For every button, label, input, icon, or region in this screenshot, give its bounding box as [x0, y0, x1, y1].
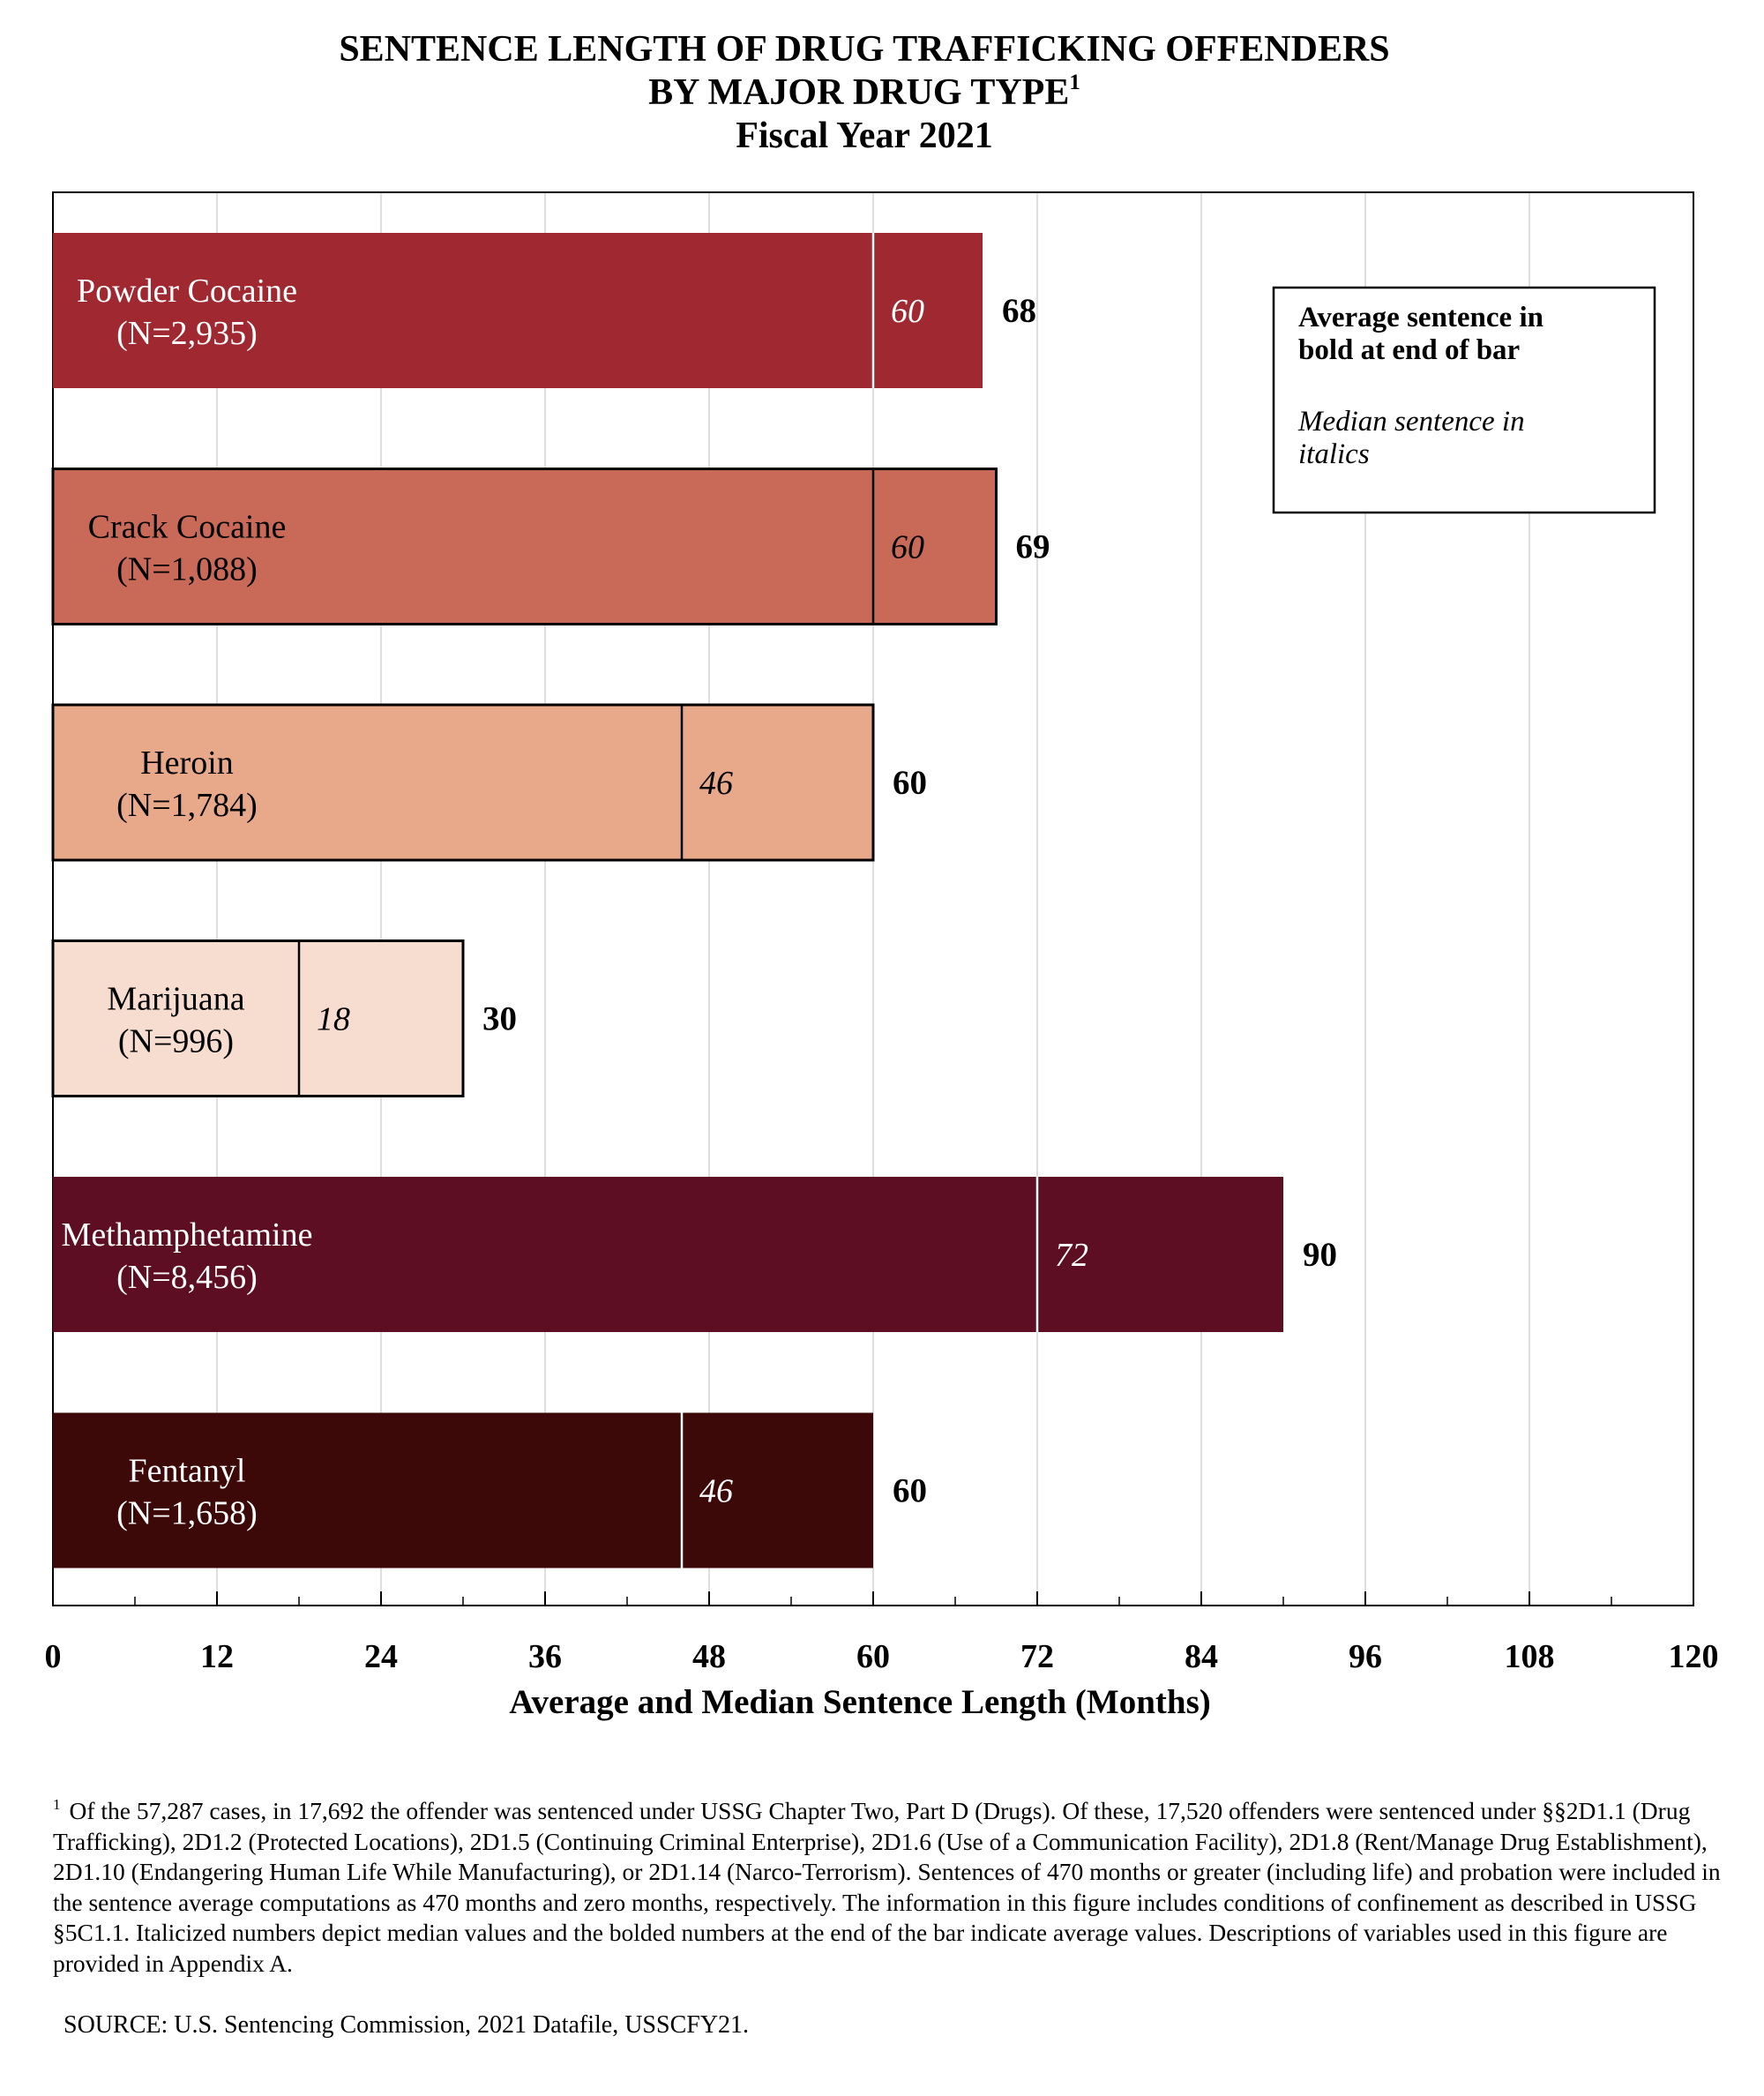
x-axis-title: Average and Median Sentence Length (Mont…: [509, 1683, 1210, 1721]
legend-average-line-2: bold at end of bar: [1298, 334, 1520, 366]
bars: Powder Cocaine (N=2,935) 60 68 Crack Cocaine…: [51, 233, 1337, 1568]
bar-count-label: (N=1,658): [116, 1495, 258, 1532]
bar-count-label: (N=996): [118, 1023, 234, 1060]
title-line-2-text: BY MAJOR DRUG TYPE: [648, 72, 1070, 113]
x-tick-label: 48: [692, 1638, 726, 1675]
average-value-label: 68: [1002, 292, 1036, 330]
x-tick-label: 120: [1669, 1638, 1719, 1675]
bar-group: Crack Cocaine (N=1,088) 60 69: [51, 468, 1050, 625]
x-tick-label: 0: [45, 1638, 62, 1675]
bar: [51, 703, 875, 862]
bar-category-label: Powder Cocaine: [77, 273, 297, 310]
bar-count-label: (N=8,456): [116, 1259, 258, 1296]
x-tick-label: 84: [1185, 1638, 1218, 1675]
bar-group: Methamphetamine (N=8,456) 72 90: [53, 1177, 1337, 1332]
bar-count-label: (N=2,935): [116, 315, 258, 352]
bar: [51, 468, 998, 625]
bar-group: Heroin (N=1,784) 46 60: [51, 703, 927, 862]
legend-box: Average sentence in bold at end of bar M…: [1272, 286, 1656, 514]
bar: [53, 1177, 1283, 1332]
bar: [53, 233, 983, 388]
footnote-text: Of the 57,287 cases, in 17,692 the offen…: [53, 1797, 1721, 1977]
bar: [51, 939, 465, 1097]
average-value-label: 69: [1016, 528, 1050, 566]
bar-category-label: Crack Cocaine: [88, 509, 287, 546]
bar-category-label: Heroin: [140, 745, 234, 782]
x-tick-label: 108: [1505, 1638, 1555, 1675]
average-value-label: 30: [482, 1000, 517, 1038]
title-line-2: BY MAJOR DRUG TYPE1: [0, 71, 1729, 115]
x-tick-label: 36: [528, 1638, 562, 1675]
x-tick-label: 60: [856, 1638, 890, 1675]
median-value-label: 46: [699, 1473, 733, 1510]
bar-count-label: (N=1,784): [116, 787, 258, 824]
bar: [53, 1412, 873, 1568]
x-tick-label: 96: [1349, 1638, 1382, 1675]
legend-median-line-1: Median sentence in: [1297, 406, 1525, 438]
average-value-label: 60: [893, 764, 927, 802]
legend-average-line-1: Average sentence in: [1298, 302, 1544, 333]
title-footnote-marker: 1: [1069, 71, 1080, 94]
x-axis: 0 12 24 36 48 60 72 84 96 108 120: [45, 1591, 1719, 1675]
legend-frame: [1272, 286, 1656, 514]
title-line-1: SENTENCE LENGTH OF DRUG TRAFFICKING OFFE…: [339, 29, 1390, 70]
chart-title: SENTENCE LENGTH OF DRUG TRAFFICKING OFFE…: [0, 28, 1729, 158]
median-value-label: 18: [317, 1001, 350, 1038]
source-note: SOURCE: U.S. Sentencing Commission, 2021…: [64, 2011, 750, 2039]
median-value-label: 72: [1055, 1237, 1088, 1274]
bar-category-label: Methamphetamine: [62, 1216, 313, 1254]
gridlines: [216, 192, 1530, 1606]
average-value-label: 60: [893, 1472, 927, 1510]
bar-category-label: Fentanyl: [129, 1453, 246, 1490]
bar-group: Marijuana (N=996) 18 30: [51, 939, 517, 1097]
bar-group: Powder Cocaine (N=2,935) 60 68: [53, 233, 1036, 388]
bar-category-label: Marijuana: [107, 981, 244, 1018]
median-value-label: 60: [891, 293, 924, 330]
median-value-label: 60: [891, 529, 924, 566]
footnote: 1 Of the 57,287 cases, in 17,692 the offe…: [53, 1796, 1729, 1979]
median-value-label: 46: [699, 765, 733, 802]
average-value-label: 90: [1303, 1236, 1337, 1274]
bar-chart: Powder Cocaine (N=2,935) 60 68 Crack Cocaine…: [45, 191, 1719, 1721]
bar-count-label: (N=1,088): [116, 551, 258, 588]
bar-group: Fentanyl (N=1,658) 46 60: [53, 1412, 927, 1568]
x-tick-label: 12: [200, 1638, 234, 1675]
footnote-marker: 1: [53, 1796, 61, 1813]
legend-median-line-2: italics: [1298, 438, 1370, 470]
x-tick-label: 24: [364, 1638, 398, 1675]
x-tick-label: 72: [1020, 1638, 1054, 1675]
chart-subtitle: Fiscal Year 2021: [736, 116, 993, 156]
